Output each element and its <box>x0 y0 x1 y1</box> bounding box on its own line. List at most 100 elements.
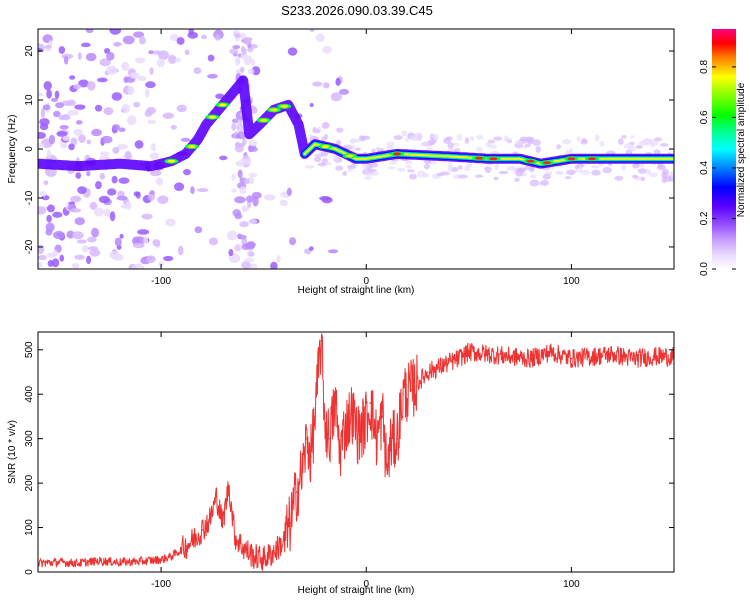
spectrogram-halo-blob <box>632 174 639 179</box>
spectrogram-noise-blob <box>133 31 145 38</box>
spectrogram-noise-blob <box>148 50 155 55</box>
snr-axes: -100 0 100 0 100 200 300 400 500 <box>24 332 674 590</box>
spectrogram-noise-blob <box>162 112 175 119</box>
spectrogram-hotspot-core <box>475 156 484 160</box>
spectrogram-halo-blob <box>602 166 612 174</box>
colorbar-tick-label: 0.4 <box>699 161 710 175</box>
spectrogram-noise-blob <box>184 49 190 56</box>
spectrogram-noise-blob <box>87 80 96 91</box>
spectrogram-halo-blob <box>494 163 500 171</box>
snr-frame <box>37 331 675 573</box>
spectrogram-halo-blob <box>469 136 475 142</box>
spectrogram-noise-blob <box>149 67 154 75</box>
spectrogram-noise-blob <box>157 195 169 205</box>
spectrogram-xtick-label: 100 <box>563 276 580 287</box>
snr-point <box>295 491 298 493</box>
spectrogram-noise-blob <box>124 150 132 160</box>
snr-point <box>252 555 255 558</box>
snr-point <box>78 562 80 564</box>
spectrogram-noise-blob <box>263 194 276 201</box>
spectrogram-halo-blob <box>401 130 408 137</box>
spectrogram-noise-blob <box>103 107 114 116</box>
spectrogram-noise-blob <box>308 246 314 251</box>
snr-ylabel: SNR (10 * v/v) <box>7 420 18 484</box>
spectrogram-noise-blob <box>53 110 61 118</box>
spectrogram-noise-blob <box>232 44 241 50</box>
spectrogram-halo-blob <box>313 156 322 163</box>
spectrogram-noise-blob <box>250 59 256 66</box>
spectrogram-noise-blob <box>75 172 82 179</box>
spectrogram-noise-blob <box>42 104 51 111</box>
snr-point <box>363 424 366 427</box>
spectrogram-ytick-label: -10 <box>24 190 35 205</box>
spectrogram-noise-blob <box>47 260 54 267</box>
spectrogram-halo-blob <box>514 140 523 145</box>
spectrogram-xtick-label: -100 <box>151 276 171 287</box>
spectrogram-halo-blob <box>556 144 561 150</box>
spectrogram-noise-blob <box>214 34 221 41</box>
spectrogram-noise-blob <box>229 48 239 55</box>
spectrogram-noise-blob <box>51 258 60 268</box>
spectrogram-hotspot-core <box>167 159 176 163</box>
spectrogram-noise-blob <box>50 97 59 102</box>
spectrogram-noise-blob <box>141 213 153 220</box>
colorbar-tick-label: 0.6 <box>699 110 710 124</box>
spectrogram-halo-blob <box>362 162 369 169</box>
spectrogram-hotspot-core <box>587 157 596 161</box>
snr-xtick-label: 100 <box>563 579 580 590</box>
spectrogram-noise-blob <box>248 145 253 153</box>
spectrogram-noise-blob <box>46 252 57 258</box>
spectrogram-noise-blob <box>39 118 50 126</box>
spectrogram-noise-blob <box>126 115 137 126</box>
snr-ytick-label: 500 <box>24 341 35 358</box>
spectrogram-noise-blob <box>237 125 246 133</box>
spectrogram-noise-blob <box>124 202 132 210</box>
snr-point <box>550 351 552 353</box>
spectrogram-noise-blob <box>322 45 332 54</box>
spectrogram-noise-blob <box>40 108 46 118</box>
spectrogram-halo-blob <box>426 146 434 151</box>
spectrogram-halo-blob <box>408 173 418 180</box>
snr-point <box>215 495 218 498</box>
spectrogram-noise-blob <box>193 67 202 75</box>
spectrogram-noise-blob <box>237 169 243 179</box>
spectrogram-halo-blob <box>565 176 572 180</box>
spectrogram-halo-blob <box>386 144 394 152</box>
spectrogram-noise-blob <box>38 255 47 261</box>
spectrogram-noise-blob <box>149 169 162 177</box>
spectrogram-noise-blob <box>163 255 174 262</box>
spectrogram-halo-blob <box>555 171 565 175</box>
spectrogram-noise-blob <box>173 182 185 191</box>
spectrogram-noise-blob <box>237 234 247 240</box>
spectrogram-ylabel: Frequency (Hz) <box>7 115 18 184</box>
spectrogram-noise-blob <box>99 172 106 180</box>
snr-point <box>170 555 173 558</box>
spectrogram-noise-blob <box>309 103 314 108</box>
colorbar-tick-label: 0.8 <box>699 60 710 74</box>
spectrogram-noise-blob <box>44 44 52 49</box>
spectrogram-noise-blob <box>60 143 68 149</box>
spectrogram-noise-blob <box>109 250 120 260</box>
snr-panel: -100 0 100 0 100 200 300 400 500 Height of strai… <box>7 331 675 596</box>
spectrogram-noise-blob <box>244 257 255 263</box>
snr-line <box>38 332 674 571</box>
spectrogram-noise-blob <box>170 125 177 130</box>
spectrogram-noise-blob <box>168 54 177 64</box>
snr-point <box>509 355 511 358</box>
spectrogram-noise-blob <box>109 211 116 222</box>
spectrogram-noise-blob <box>244 59 252 66</box>
spectrogram-xlabel: Height of straight line (km) <box>298 285 415 296</box>
snr-point <box>357 433 359 436</box>
spectrogram-halo-blob <box>474 174 484 178</box>
spectrogram-noise-blob <box>176 37 185 45</box>
spectrogram-noise-blob <box>103 208 111 217</box>
spectrogram-halo-blob <box>594 134 600 142</box>
spectrogram-noise-blob <box>137 229 150 235</box>
spectrogram-noise-blob <box>242 157 252 165</box>
spectrogram-noise-blob <box>200 34 207 40</box>
spectrogram-halo-blob <box>335 165 344 171</box>
spectrogram-noise-blob <box>330 92 343 102</box>
spectrogram-noise-blob <box>129 72 140 79</box>
spectrogram-noise-blob <box>38 92 44 97</box>
spectrogram-noise-blob <box>155 177 163 186</box>
